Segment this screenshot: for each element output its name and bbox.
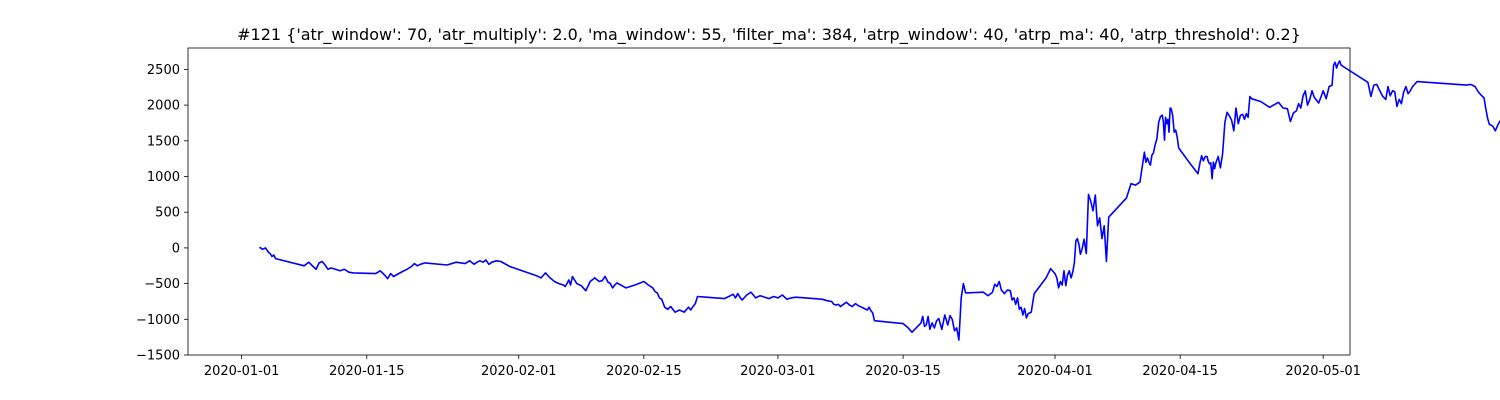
y-tick-label-5: 1000 [147, 170, 180, 185]
y-tick-label-1: −1000 [136, 313, 180, 328]
y-tick-label-0: −1500 [136, 349, 180, 364]
x-tick-label-1: 2020-01-15 [329, 364, 405, 379]
plot-area: 2020-01-01 2020-01-15 2020-02-01 2020-02-15… [136, 47, 1500, 379]
x-tick-label-0: 2020-01-01 [204, 364, 280, 379]
y-tick-label-2: −500 [144, 277, 180, 292]
y-tick-label-4: 500 [155, 206, 180, 221]
y-tick-label-3: 0 [172, 241, 180, 256]
y-tick-label-8: 2500 [147, 63, 180, 78]
x-tick-label-5: 2020-03-15 [865, 364, 941, 379]
y-tick-label-7: 2000 [147, 99, 180, 114]
axes-frame [187, 47, 1351, 356]
y-tick-label-6: 1500 [147, 134, 180, 149]
x-tick-label-3: 2020-02-15 [606, 364, 682, 379]
x-tick-label-4: 2020-03-01 [740, 364, 816, 379]
x-tick-label-6: 2020-04-01 [1017, 364, 1093, 379]
x-tick-label-8: 2020-05-01 [1285, 364, 1361, 379]
series-line-0 [259, 60, 1500, 341]
chart-title: #121 {'atr_window': 70, 'atr_multiply': … [237, 25, 1301, 45]
x-tick-label-7: 2020-04-15 [1142, 364, 1218, 379]
x-tick-label-2: 2020-02-01 [481, 364, 557, 379]
